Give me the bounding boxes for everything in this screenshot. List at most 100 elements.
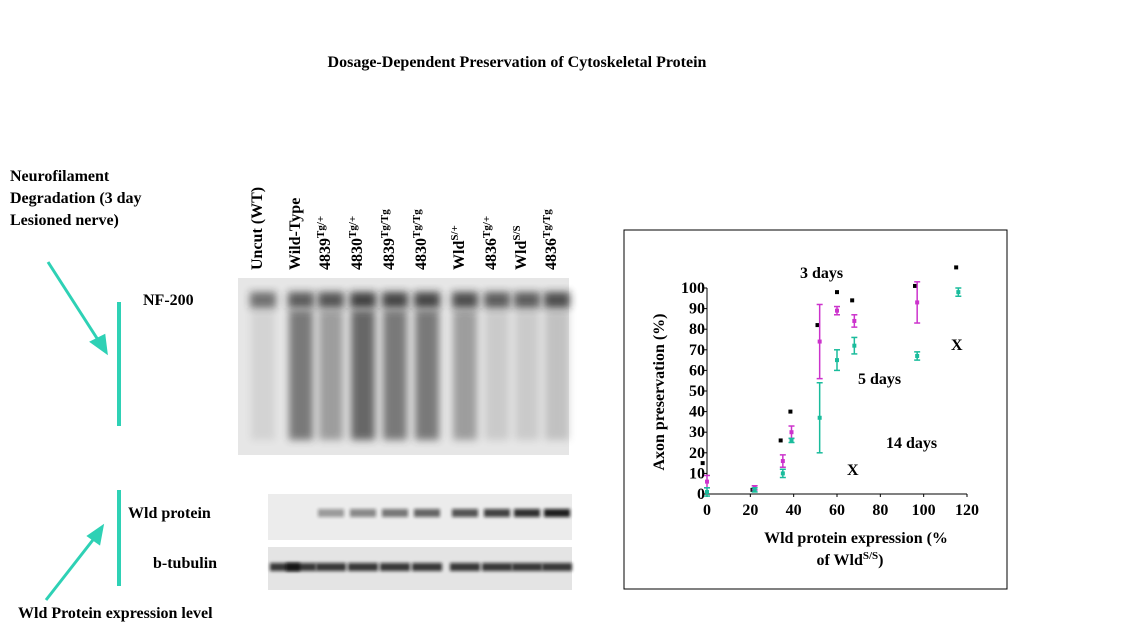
y-tick-label: 30 <box>689 424 705 441</box>
point <box>835 290 839 295</box>
annotation: 3 days <box>800 265 843 282</box>
left-label: Degradation (3 day <box>10 190 142 207</box>
point <box>913 283 917 288</box>
band <box>414 509 440 517</box>
band <box>250 292 276 308</box>
point <box>954 265 959 270</box>
error-bar <box>914 281 921 324</box>
band <box>514 292 540 308</box>
band <box>412 563 442 571</box>
smear <box>545 310 569 440</box>
lane-label: Wild-Type <box>287 198 304 270</box>
slide-title: Dosage-Dependent Preservation of Cytoske… <box>328 54 707 71</box>
lane-name: Wild-Type <box>287 198 304 270</box>
lane-sup: Tg/Tg <box>541 209 553 238</box>
blot-bands <box>250 292 572 571</box>
band <box>270 563 300 571</box>
error-bar <box>704 487 710 497</box>
band <box>452 509 478 517</box>
band <box>316 563 346 571</box>
lane-name: 4839 <box>317 238 334 270</box>
point <box>788 409 793 414</box>
band <box>350 292 376 308</box>
band <box>512 563 542 571</box>
band <box>318 509 344 517</box>
band <box>484 509 510 517</box>
band <box>348 563 378 571</box>
point <box>850 298 855 303</box>
y-tick-label: 10 <box>689 465 705 482</box>
y-tick-label: 20 <box>689 445 705 462</box>
band-label: b-tubulin <box>153 555 217 572</box>
left-label: Lesioned nerve) <box>10 212 119 229</box>
point <box>815 323 820 328</box>
band <box>544 292 570 308</box>
y-tick-label: 100 <box>681 280 705 297</box>
y-tick-label: 50 <box>689 383 705 400</box>
lane-name: Uncut (WT) <box>249 187 266 270</box>
annotation: 14 days <box>886 435 937 452</box>
lane-name: Wld <box>451 241 468 270</box>
left-label: Wld Protein expression level <box>18 605 213 622</box>
lane-sup: Tg/+ <box>315 216 327 238</box>
smear <box>485 310 509 440</box>
y-tick-label: 0 <box>697 486 705 503</box>
smear <box>383 310 407 440</box>
lane-name: Wld <box>513 241 530 270</box>
smear <box>415 310 439 440</box>
band <box>286 563 316 571</box>
x-label-part: of Wld <box>816 552 862 569</box>
x-tick-label: 0 <box>703 502 711 519</box>
error-bar <box>788 437 795 444</box>
lane-name: 4830 <box>413 238 430 270</box>
lane-name: 4839 <box>381 238 398 270</box>
y-tick-label: 60 <box>689 362 705 379</box>
band <box>482 563 512 571</box>
error-bar <box>751 487 758 493</box>
point <box>778 438 783 443</box>
band <box>544 509 570 517</box>
smear <box>453 310 477 440</box>
y-tick-label: 70 <box>689 342 705 359</box>
lane-label: 4836Tg/+ <box>481 216 500 270</box>
x-tick-label: 100 <box>912 502 936 519</box>
lane-label: WldS/+ <box>449 225 468 270</box>
lane-label: 4839Tg/+ <box>315 216 334 270</box>
band <box>414 292 440 308</box>
y-tick-label: 40 <box>689 404 705 421</box>
x-tick-label: 60 <box>829 502 845 519</box>
lane-label: Uncut (WT) <box>249 187 266 270</box>
band <box>452 292 478 308</box>
x-tick-label: 40 <box>786 502 802 519</box>
x-axis-label: Wld protein expression (% <box>764 530 948 547</box>
point <box>700 461 705 466</box>
lane-sup: Tg/+ <box>347 216 359 238</box>
lane-sup: Tg/Tg <box>379 209 391 238</box>
error-bar <box>851 314 858 328</box>
error-bar <box>834 305 840 316</box>
lane-label: 4836Tg/Tg <box>541 209 560 270</box>
y-tick-label: 80 <box>689 321 705 338</box>
error-bar <box>779 468 786 479</box>
smear <box>289 310 313 440</box>
annotation: X <box>951 337 963 354</box>
lane-label: 4830Tg/+ <box>347 216 366 270</box>
left-label: Neurofilament <box>10 168 110 185</box>
y-axis-label: Axon preservation (%) <box>651 313 668 470</box>
lane-labels: Uncut (WT) Wild-Type 4839Tg/+4830Tg/+4839T… <box>249 187 560 270</box>
error-bar <box>851 336 858 355</box>
lane-name: 4836 <box>483 238 500 270</box>
x-tick-label: 20 <box>742 502 758 519</box>
smear <box>515 310 539 440</box>
x-label-part: ) <box>878 552 883 569</box>
error-bar <box>816 382 823 454</box>
band <box>350 509 376 517</box>
lane-label: 4830Tg/Tg <box>411 209 430 270</box>
lane-sup: Tg/Tg <box>411 209 423 238</box>
x-tick-label: 120 <box>955 502 979 519</box>
smear <box>251 310 275 440</box>
x-tick-label: 80 <box>872 502 888 519</box>
lane-sup: S/S <box>511 225 523 240</box>
chart: 0 10 20 30 40 50 60 70 80 90 100 0 20 40 60 80 100 120 Axo… <box>651 265 979 569</box>
